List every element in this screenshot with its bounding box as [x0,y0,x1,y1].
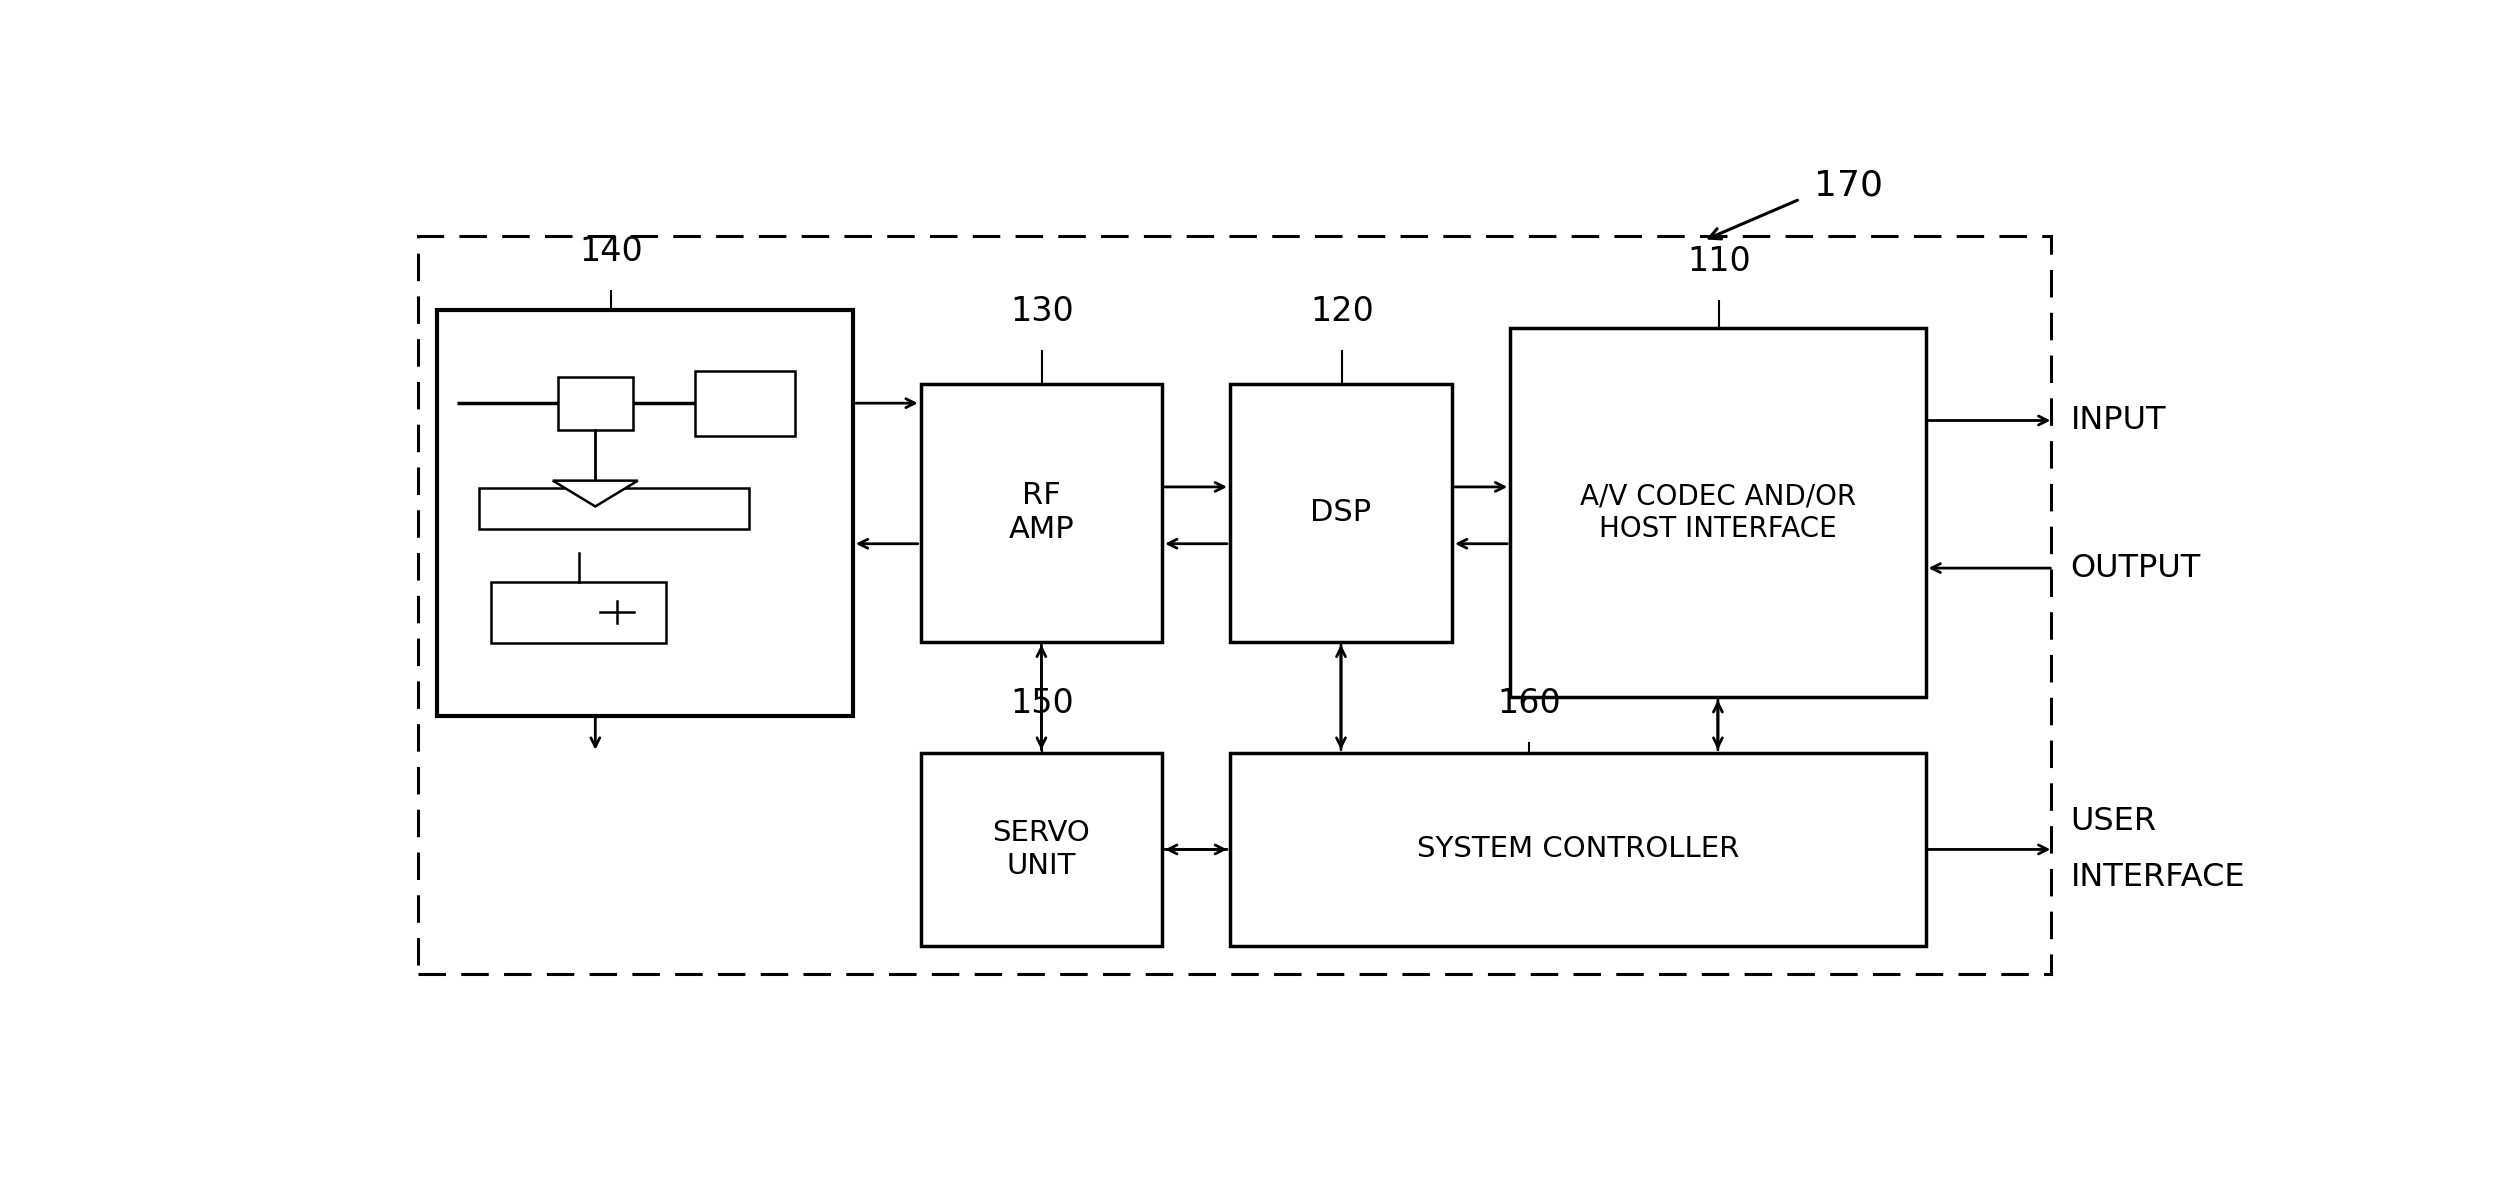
Text: SYSTEM CONTROLLER: SYSTEM CONTROLLER [1417,835,1738,864]
Text: 150: 150 [1010,688,1075,720]
Text: DSP: DSP [1309,498,1372,527]
Bar [1230,383,1452,642]
Text: 110: 110 [1686,244,1751,278]
Bar [559,377,633,430]
Text: 140: 140 [579,235,643,268]
Bar [491,582,666,642]
Bar [920,752,1162,946]
Text: SERVO
UNIT: SERVO UNIT [993,819,1090,879]
Bar [479,489,748,530]
Bar [419,236,2050,974]
Bar [696,370,796,436]
Text: 120: 120 [1309,295,1374,328]
Bar [920,383,1162,642]
Text: 130: 130 [1010,295,1075,328]
Text: INPUT: INPUT [2070,405,2167,436]
Text: RF
AMP: RF AMP [1008,482,1075,544]
Polygon shape [554,480,638,507]
Text: INTERFACE: INTERFACE [2070,861,2245,893]
Text: OUTPUT: OUTPUT [2070,552,2200,583]
Text: 160: 160 [1496,688,1561,720]
Text: 170: 170 [1813,168,1883,202]
Bar [436,310,853,715]
Bar [1230,752,1925,946]
Bar [1509,328,1925,697]
Text: A/V CODEC AND/OR
HOST INTERFACE: A/V CODEC AND/OR HOST INTERFACE [1579,483,1856,543]
Text: USER: USER [2070,806,2157,837]
